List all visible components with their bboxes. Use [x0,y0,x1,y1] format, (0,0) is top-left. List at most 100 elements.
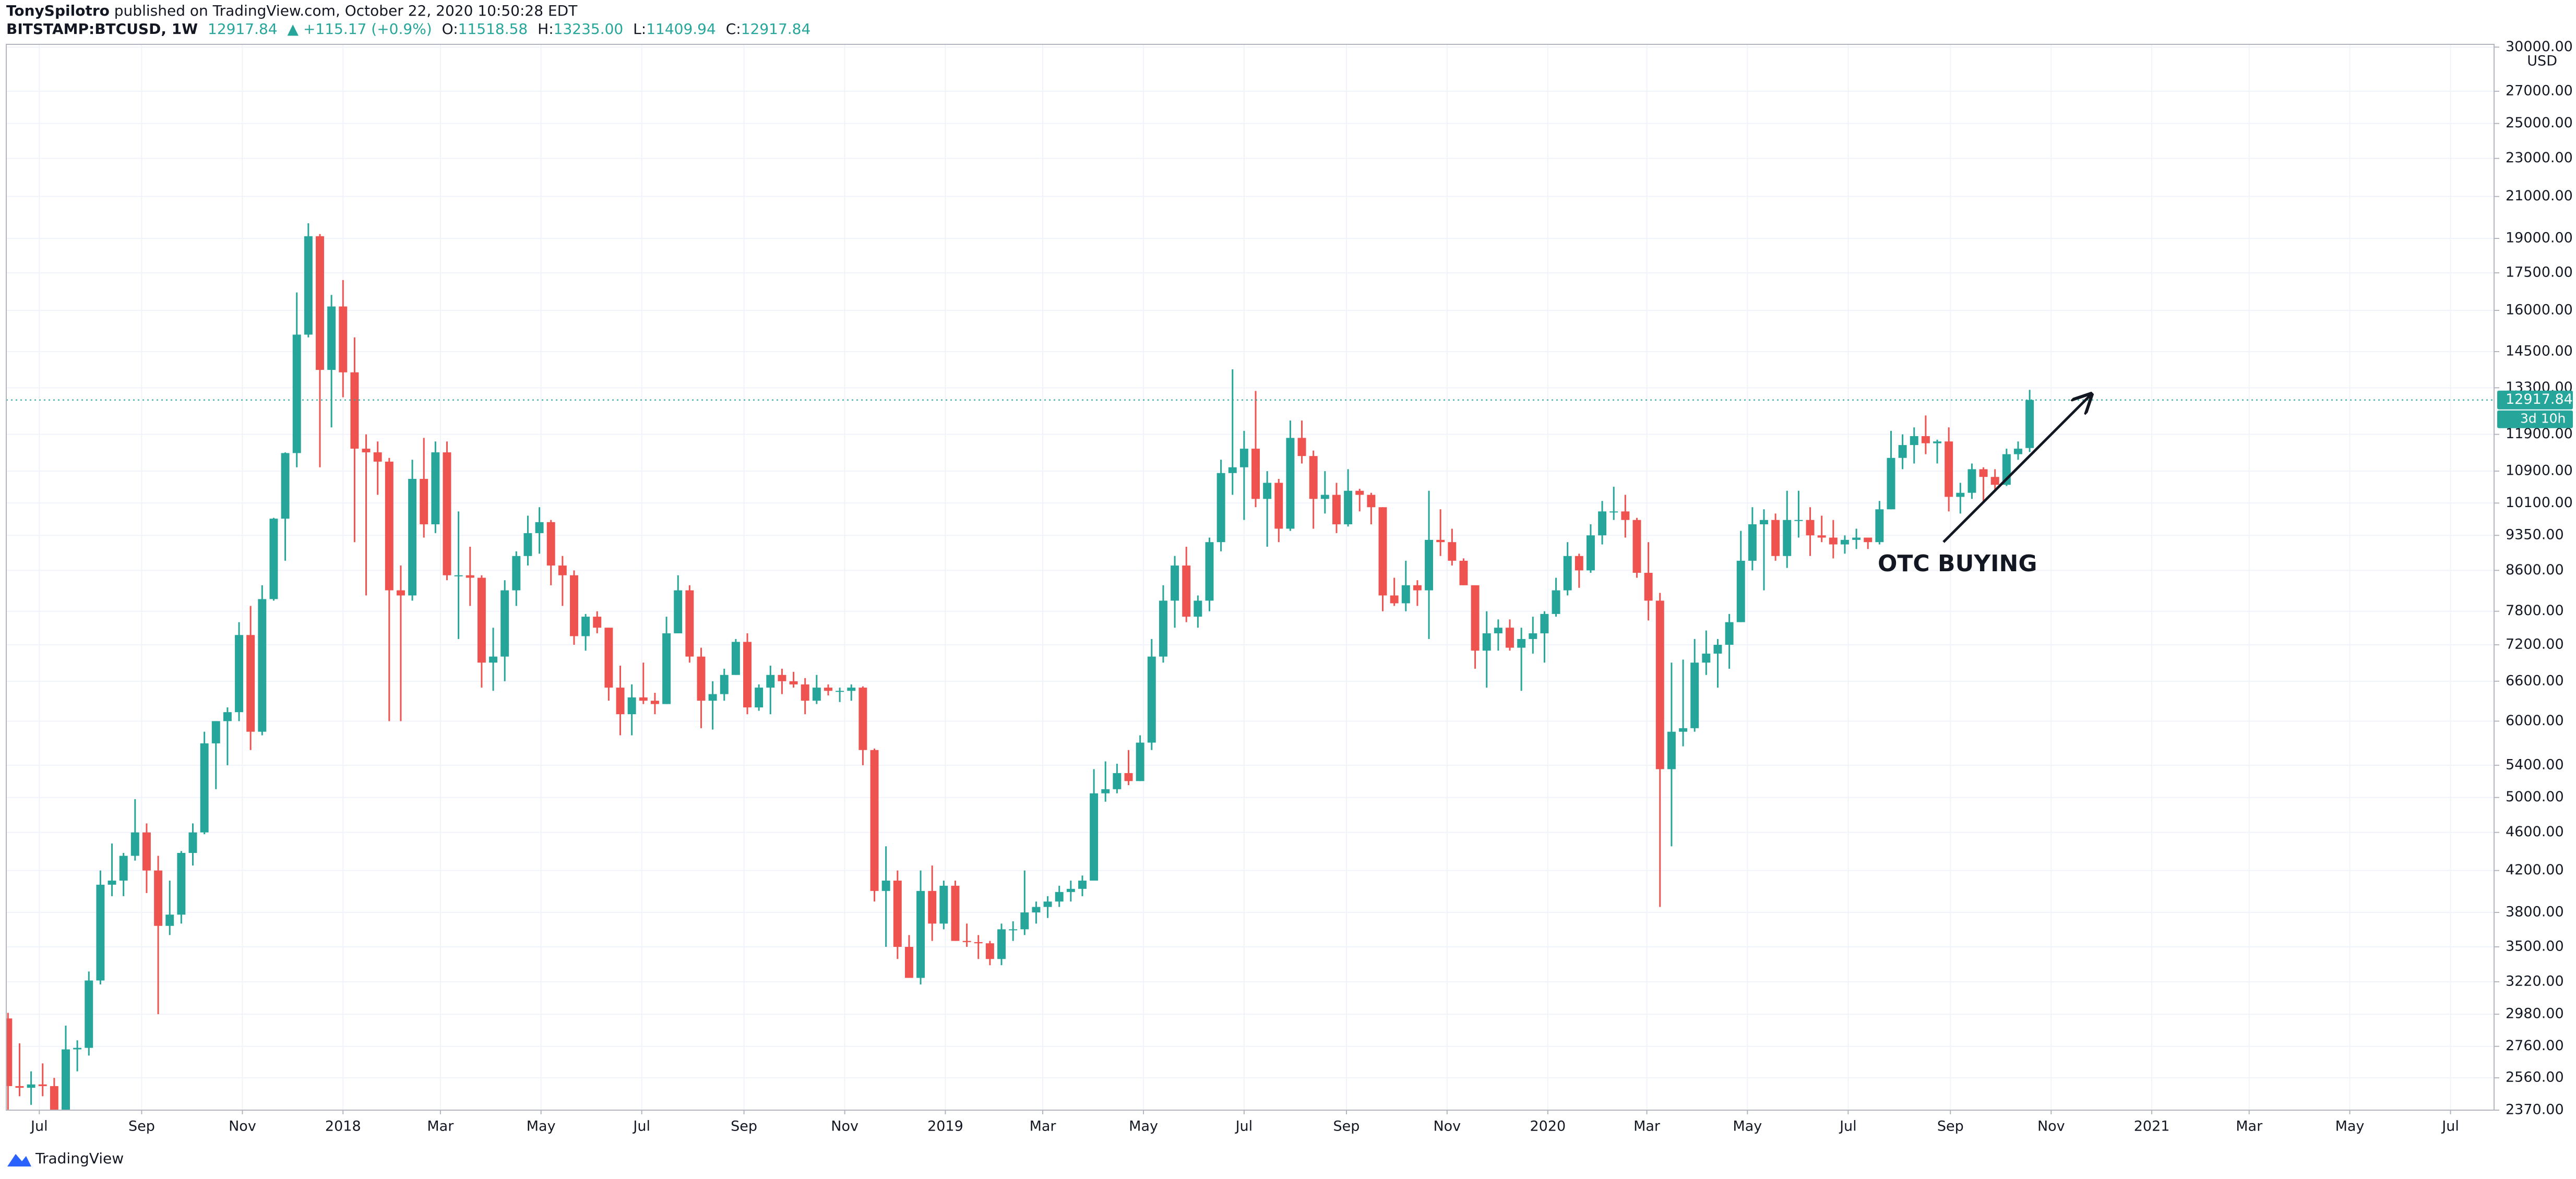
x-tick-label: Jul [2441,1118,2459,1135]
y-tick-label: 2980.00 [2506,1006,2564,1022]
candle-body [570,575,578,636]
candle-body [1875,509,1884,543]
candle-body [1967,469,1976,493]
x-tick-label: Mar [2236,1118,2263,1135]
candle-body [1621,511,1630,520]
countdown-badge [2497,410,2573,428]
candle-body [1979,469,1988,477]
candle-body [1771,520,1780,556]
annotation: OTC BUYING [1878,550,2037,577]
candle-body [1055,892,1064,902]
candle-body [1760,520,1768,525]
candle-body [85,980,93,1048]
candle-body [593,617,602,628]
candle-body [385,461,393,591]
logo [7,1154,31,1166]
candle-body [304,236,313,335]
y-tick-label: 5400.00 [2506,756,2564,773]
candle-body [6,1018,13,1086]
candle-body [720,675,729,694]
candle-body [96,884,105,981]
candle-body [1945,441,1953,497]
candle-body [327,306,336,370]
candle-body [951,885,960,941]
y-tick-label: 19000.00 [2506,230,2573,246]
candle-body [1239,449,1248,467]
candle-body [27,1084,35,1088]
candle-body [974,942,983,944]
candle-body [870,750,879,891]
ohlc-value: 12917.84 [741,20,811,38]
candle-body [662,633,671,704]
candle-body [119,856,128,881]
annotation-arrow [1942,394,2091,543]
candle-body [1806,520,1815,536]
candle-body [1159,600,1167,657]
candle-body [916,891,925,978]
candle-body [1078,881,1087,889]
candle-body [1575,556,1583,571]
candle-body [1436,539,1445,543]
ohlc-key: O: [442,20,458,38]
candle-body [523,533,532,556]
x-tick-label: Sep [128,1118,155,1135]
candle-body [1506,628,1514,648]
candle-body [1552,590,1560,614]
y-tick-label: 17500.00 [2506,264,2573,281]
y-tick-label: 27000.00 [2506,82,2573,99]
candle-body [1401,585,1410,604]
candle-body [420,478,428,525]
candle-body [1898,445,1907,458]
candle-body [1344,490,1353,525]
candle-body [1101,789,1110,793]
y-tick-label: 2760.00 [2506,1038,2564,1054]
candle-body [1147,656,1156,743]
candle-body [1910,436,1918,446]
candle-body [1864,537,1873,543]
candle-body [1274,483,1283,529]
candle-body [674,590,683,633]
y-tick-label: 7800.00 [2506,603,2564,619]
y-tick-label: 5000.00 [2506,789,2564,805]
x-tick-label: May [1733,1118,1762,1135]
x-tick-label: Mar [1633,1118,1661,1135]
candles [6,223,2034,1110]
candle-body [1713,644,1722,654]
y-tick-label: 2370.00 [2506,1102,2564,1118]
x-tick-label: Nov [2037,1118,2065,1135]
ohlc-value: 13235.00 [554,20,624,38]
candle-body [893,881,902,947]
candle-body [316,236,324,370]
candle-body [581,617,590,636]
x-tick-label: Nov [1433,1118,1461,1135]
candle-body [2025,400,2034,448]
y-tick-label: 3220.00 [2506,973,2564,989]
candle-body [1032,907,1041,913]
y-tick-label: 7200.00 [2506,636,2564,652]
published: published on TradingView.com, October 22… [110,2,578,19]
candle-body [1921,436,1930,443]
candle-body [1517,639,1526,648]
candle-body [1124,773,1133,781]
candle-body [1390,595,1399,604]
candle-body [1632,520,1641,573]
candle-body [731,642,740,675]
candle-body [1090,793,1099,881]
candle-body [801,684,809,701]
plot-border [6,44,2495,1111]
y-tick-label: 25000.00 [2506,115,2573,131]
candle-body [778,675,786,681]
candle-body [443,452,451,575]
grid: Jul Sep Nov 2018 Mar May Jul Sep Nov 2019 Mar May Ju… [6,39,2573,1135]
symbol: BITSTAMP:BTCUSD, 1W [6,20,198,38]
candle-body [362,449,371,453]
candle-body [292,334,301,453]
candle-body [1598,511,1607,536]
y-tick-label: 23000.00 [2506,150,2573,166]
x-tick-label: Mar [1030,1118,1057,1135]
candle-body [928,891,937,924]
candle-body [50,1086,58,1110]
x-tick-label: Jul [1235,1118,1253,1135]
candle-body [1217,473,1225,543]
x-tick-label: Nov [229,1118,256,1135]
